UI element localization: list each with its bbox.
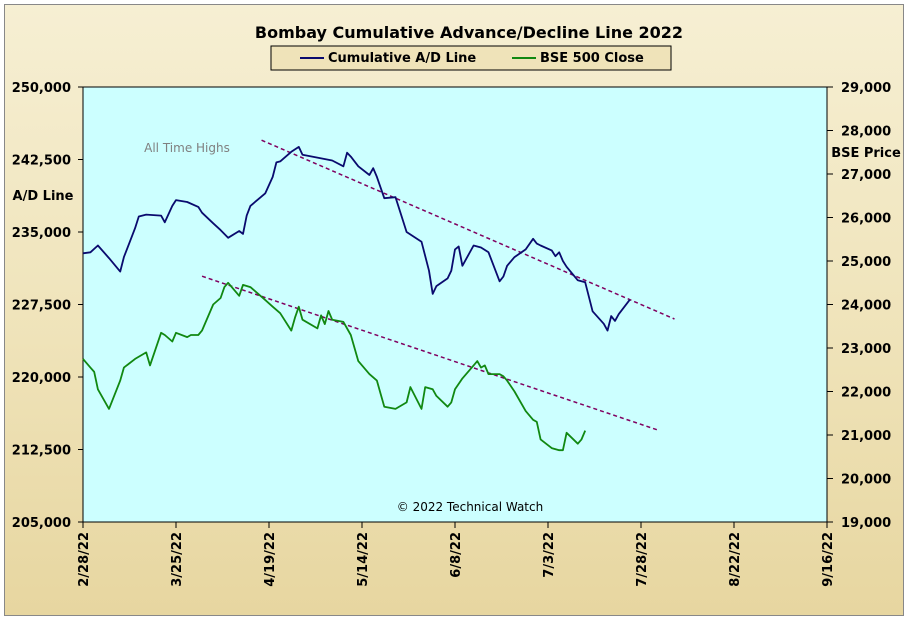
- x-tick-label-2: 4/19/22: [263, 532, 278, 587]
- legend-label-ad-line: Cumulative A/D Line: [328, 51, 476, 66]
- series-lines: [82, 145, 631, 452]
- x-tick-label-0: 2/28/22: [77, 532, 92, 587]
- x-tick-label-5: 7/3/22: [542, 532, 557, 578]
- legend-label-bse-close: BSE 500 Close: [540, 51, 644, 66]
- x-tick-label-4: 6/8/22: [449, 532, 464, 578]
- right-tick-label-3: 26,000: [841, 212, 891, 227]
- left-tick-label-3: 227,500: [12, 299, 71, 314]
- x-tick-label-7: 8/22/22: [728, 532, 743, 587]
- left-tick-label-1: 242,500: [12, 154, 71, 169]
- left-axis: 250,000 242,500 235,000 227,500 220,000 212,5…: [12, 81, 83, 531]
- x-axis: 2/28/22 3/25/22 4/19/22 5/14/22 6/8/22 7/3/22…: [77, 522, 836, 587]
- trendlines: [201, 139, 675, 432]
- left-tick-label-5: 212,500: [12, 444, 71, 459]
- copyright-notice: © 2022 Technical Watch: [397, 500, 543, 514]
- right-axis-label: BSE Price: [831, 146, 901, 161]
- right-tick-label-6: 23,000: [841, 342, 891, 357]
- right-tick-label-8: 21,000: [841, 429, 891, 444]
- x-tick-label-8: 9/16/22: [821, 532, 836, 587]
- series-bse-close: [82, 281, 587, 452]
- left-axis-label: A/D Line: [13, 189, 74, 204]
- x-tick-label-1: 3/25/22: [170, 532, 185, 587]
- left-tick-label-6: 205,000: [12, 516, 71, 531]
- series-ad-line: [82, 145, 631, 332]
- left-tick-label-4: 220,000: [12, 371, 71, 386]
- right-tick-label-4: 25,000: [841, 255, 891, 270]
- legend: Cumulative A/D Line BSE 500 Close: [270, 45, 672, 71]
- left-tick-label-0: 250,000: [12, 81, 71, 96]
- right-tick-label-0: 29,000: [841, 81, 891, 96]
- left-tick-label-2: 235,000: [12, 226, 71, 241]
- right-tick-label-10: 19,000: [841, 516, 891, 531]
- right-tick-label-1: 28,000: [841, 125, 891, 140]
- right-tick-label-7: 22,000: [841, 386, 891, 401]
- trendline-0: [261, 139, 675, 320]
- annotation-all-time-highs: All Time Highs: [144, 141, 230, 155]
- x-tick-label-3: 5/14/22: [356, 532, 371, 587]
- legend-box: [270, 45, 672, 71]
- trendline-1: [201, 275, 660, 432]
- right-tick-label-2: 27,000: [841, 168, 891, 183]
- right-tick-label-9: 20,000: [841, 473, 891, 488]
- chart-title: Bombay Cumulative Advance/Decline Line 2…: [255, 23, 683, 42]
- right-tick-label-5: 24,000: [841, 299, 891, 314]
- x-tick-label-6: 7/28/22: [635, 532, 650, 587]
- plot-area: [82, 86, 828, 523]
- right-axis: 29,000 28,000 27,000 26,000 25,000 24,000 23,0…: [827, 81, 891, 531]
